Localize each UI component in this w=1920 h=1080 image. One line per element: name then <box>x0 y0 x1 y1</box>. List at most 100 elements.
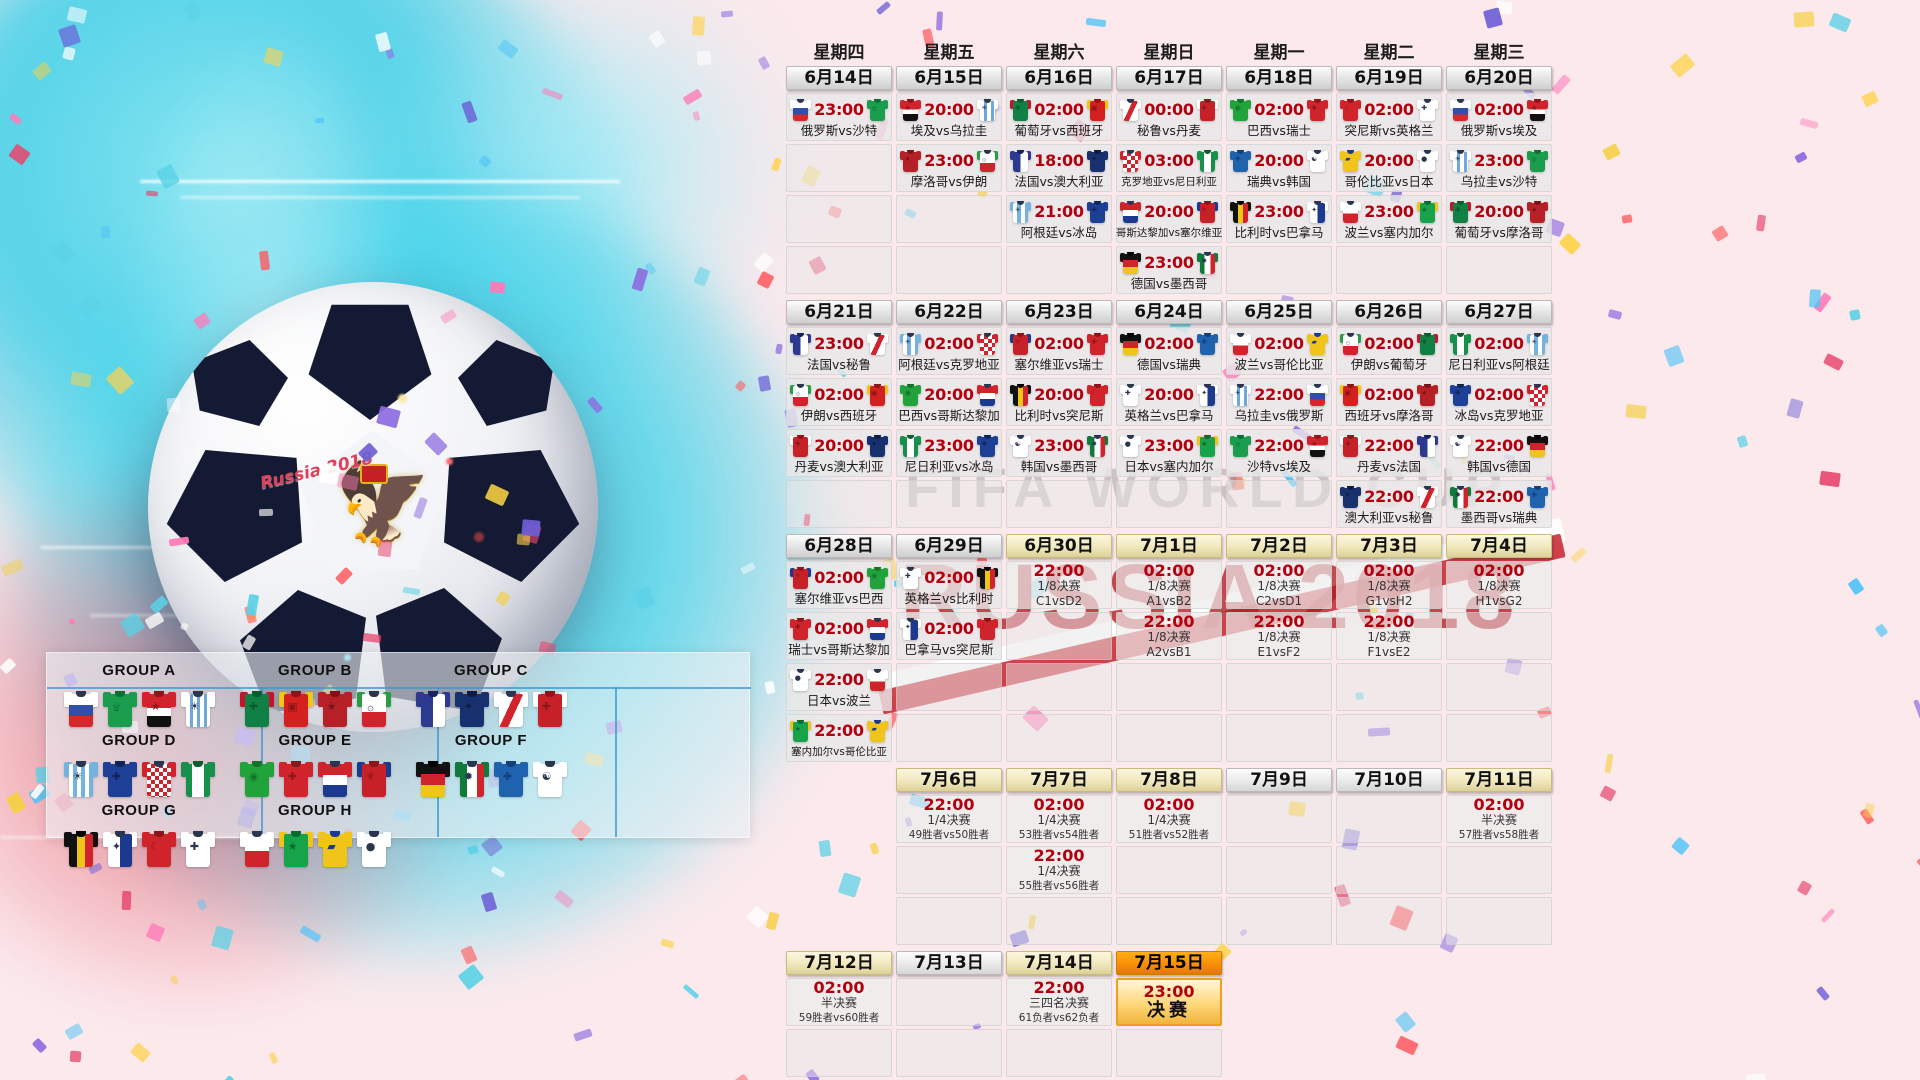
knockout-match-cell[interactable]: 22:00 1/4决赛 49胜者vs50胜者 <box>896 795 1002 843</box>
match-cell[interactable]: 23:00 ✚ 尼日利亚vs冰岛 <box>896 429 1002 477</box>
date-label[interactable]: 7月13日 <box>896 951 1002 975</box>
group-a[interactable]: GROUP A ۩ ★ ☀ <box>53 661 225 727</box>
date-label[interactable]: 6月24日 <box>1116 300 1222 324</box>
match-cell[interactable]: ◉ 20:00 巴西vs哥斯达黎加 <box>896 378 1002 426</box>
match-cell[interactable]: 02:00 ✚ 德国vs瑞典 <box>1116 327 1222 375</box>
match-cell[interactable]: ✚ 20:00 ★ 葡萄牙vs摩洛哥 <box>1446 195 1552 243</box>
match-cell[interactable]: ▰ 20:00 ● 哥伦比亚vs日本 <box>1336 144 1442 192</box>
date-label[interactable]: 6月25日 <box>1226 300 1332 324</box>
group-h[interactable]: GROUP H ★ ▰ ● <box>229 801 401 867</box>
date-label[interactable]: 6月16日 <box>1006 66 1112 90</box>
knockout-match-cell[interactable]: 02:00 1/4决赛 51胜者vs52胜者 <box>1116 795 1222 843</box>
date-label[interactable]: 6月18日 <box>1226 66 1332 90</box>
date-label[interactable]: 7月8日 <box>1116 768 1222 792</box>
knockout-match-cell[interactable]: 22:00 三四名决赛 61负者vs62负者 <box>1006 978 1112 1026</box>
group-b[interactable]: GROUP B ✚ ▣ ★ ۞ <box>229 661 401 727</box>
date-label[interactable]: 7月9日 <box>1226 768 1332 792</box>
match-cell[interactable]: 20:00 ⚜ 哥斯达黎加vs塞尔维亚 <box>1116 195 1222 243</box>
group-f[interactable]: GROUP F ✹ ✚ ☯ <box>405 731 577 797</box>
match-cell[interactable]: 02:00 ☀ 尼日利亚vs阿根廷 <box>1446 327 1552 375</box>
knockout-match-cell[interactable]: 22:00 1/4决赛 55胜者vs56胜者 <box>1006 846 1112 894</box>
match-cell[interactable]: 00:00 ✚ 秘鲁vs丹麦 <box>1116 93 1222 141</box>
date-label[interactable]: 6月29日 <box>896 534 1002 558</box>
date-label[interactable]: 7月10日 <box>1336 768 1442 792</box>
match-cell[interactable]: ✚ 02:00 英格兰vs比利时 <box>896 561 1002 609</box>
knockout-match-cell[interactable]: 02:00 1/4决赛 53胜者vs54胜者 <box>1006 795 1112 843</box>
group-g[interactable]: GROUP G ✦ ☾ ✚ <box>53 801 225 867</box>
group-e[interactable]: GROUP E ◉ ✚ ⚜ <box>229 731 401 797</box>
date-label[interactable]: 7月14日 <box>1006 951 1112 975</box>
knockout-match-cell[interactable]: 22:00 1/8决赛 A2vsB1 <box>1116 612 1222 660</box>
date-label[interactable]: 7月11日 <box>1446 768 1552 792</box>
match-cell[interactable]: 20:00 ☾ 比利时vs突尼斯 <box>1006 378 1112 426</box>
match-cell[interactable]: ☾ 02:00 ✚ 突尼斯vs英格兰 <box>1336 93 1442 141</box>
match-cell[interactable]: ✚ 02:00 瑞士vs哥斯达黎加 <box>786 612 892 660</box>
match-cell[interactable]: ✦ 02:00 ☾ 巴拿马vs突尼斯 <box>896 612 1002 660</box>
match-cell[interactable]: ☯ 22:00 韩国vs德国 <box>1446 429 1552 477</box>
match-cell[interactable]: 02:00 ▰ 波兰vs哥伦比亚 <box>1226 327 1332 375</box>
match-cell[interactable]: ۞ 02:00 ▣ 伊朗vs西班牙 <box>786 378 892 426</box>
group-d[interactable]: GROUP D ☀ ✚ <box>53 731 225 797</box>
match-cell[interactable]: ✚ 02:00 冰岛vs克罗地亚 <box>1446 378 1552 426</box>
date-label[interactable]: 7月3日 <box>1336 534 1442 558</box>
match-cell[interactable]: ◉ 02:00 ✚ 巴西vs瑞士 <box>1226 93 1332 141</box>
match-cell[interactable]: 03:00 克罗地亚vs尼日利亚 <box>1116 144 1222 192</box>
match-cell[interactable]: ▣ 02:00 ★ 西班牙vs摩洛哥 <box>1336 378 1442 426</box>
date-label[interactable]: 6月21日 <box>786 300 892 324</box>
date-label[interactable]: 6月15日 <box>896 66 1002 90</box>
match-cell[interactable]: 18:00 ✦ 法国vs澳大利亚 <box>1006 144 1112 192</box>
match-cell[interactable]: 23:00 法国vs秘鲁 <box>786 327 892 375</box>
match-cell[interactable]: 23:00 ۩ 俄罗斯vs沙特 <box>786 93 892 141</box>
match-cell[interactable]: ☀ 02:00 阿根廷vs克罗地亚 <box>896 327 1002 375</box>
date-label[interactable]: 6月27日 <box>1446 300 1552 324</box>
knockout-match-cell[interactable]: 02:00 半决赛 57胜者vs58胜者 <box>1446 795 1552 843</box>
knockout-match-cell[interactable]: 02:00 1/8决赛 C2vsD1 <box>1226 561 1332 609</box>
date-label[interactable]: 7月7日 <box>1006 768 1112 792</box>
match-cell[interactable]: ● 22:00 日本vs波兰 <box>786 663 892 711</box>
date-label[interactable]: 6月23日 <box>1006 300 1112 324</box>
date-label[interactable]: 6月26日 <box>1336 300 1442 324</box>
match-cell[interactable]: ☀ 21:00 ✚ 阿根廷vs冰岛 <box>1006 195 1112 243</box>
knockout-match-cell[interactable]: 02:00 1/8决赛 H1vsG2 <box>1446 561 1552 609</box>
match-cell[interactable]: 23:00 ★ 波兰vs塞内加尔 <box>1336 195 1442 243</box>
date-label[interactable]: 7月1日 <box>1116 534 1222 558</box>
match-cell[interactable]: ✚ 02:00 ▣ 葡萄牙vs西班牙 <box>1006 93 1112 141</box>
date-label[interactable]: 7月12日 <box>786 951 892 975</box>
match-cell[interactable]: ★ 23:00 ۞ 摩洛哥vs伊朗 <box>896 144 1002 192</box>
match-cell[interactable]: ✚ 22:00 丹麦vs法国 <box>1336 429 1442 477</box>
match-cell[interactable]: 23:00 ✦ 比利时vs巴拿马 <box>1226 195 1332 243</box>
date-label[interactable]: 6月30日 <box>1006 534 1112 558</box>
match-cell[interactable]: 02:00 ★ 俄罗斯vs埃及 <box>1446 93 1552 141</box>
match-cell[interactable]: ☀ 23:00 ۩ 乌拉圭vs沙特 <box>1446 144 1552 192</box>
date-label[interactable]: 6月22日 <box>896 300 1002 324</box>
match-cell[interactable]: ✚ 20:00 ✦ 英格兰vs巴拿马 <box>1116 378 1222 426</box>
match-cell[interactable]: ★ 20:00 ☀ 埃及vs乌拉圭 <box>896 93 1002 141</box>
final-match-cell[interactable]: 23:00 决赛 <box>1116 978 1222 1026</box>
match-cell[interactable]: ✚ 20:00 ☯ 瑞典vs韩国 <box>1226 144 1332 192</box>
date-label[interactable]: 6月28日 <box>786 534 892 558</box>
match-cell[interactable]: ✚ 20:00 ✦ 丹麦vs澳大利亚 <box>786 429 892 477</box>
date-label[interactable]: 7月4日 <box>1446 534 1552 558</box>
knockout-match-cell[interactable]: 22:00 1/8决赛 C1vsD2 <box>1006 561 1112 609</box>
date-label[interactable]: 7月2日 <box>1226 534 1332 558</box>
match-cell[interactable]: ✹ 22:00 ✚ 墨西哥vs瑞典 <box>1446 480 1552 528</box>
knockout-match-cell[interactable]: 02:00 1/8决赛 A1vsB2 <box>1116 561 1222 609</box>
date-label[interactable]: 6月19日 <box>1336 66 1442 90</box>
date-label[interactable]: 7月6日 <box>896 768 1002 792</box>
knockout-match-cell[interactable]: 22:00 1/8决赛 E1vsF2 <box>1226 612 1332 660</box>
match-cell[interactable]: ☀ 22:00 乌拉圭vs俄罗斯 <box>1226 378 1332 426</box>
date-label[interactable]: 6月17日 <box>1116 66 1222 90</box>
match-cell[interactable]: ⚜ 02:00 ◉ 塞尔维亚vs巴西 <box>786 561 892 609</box>
match-cell[interactable]: ● 23:00 ★ 日本vs塞内加尔 <box>1116 429 1222 477</box>
match-cell[interactable]: 23:00 ✹ 德国vs墨西哥 <box>1116 246 1222 294</box>
date-label[interactable]: 6月20日 <box>1446 66 1552 90</box>
knockout-match-cell[interactable]: 02:00 半决赛 59胜者vs60胜者 <box>786 978 892 1026</box>
group-c[interactable]: GROUP C ✦ ✚ <box>405 661 577 727</box>
date-label[interactable]: 6月14日 <box>786 66 892 90</box>
knockout-match-cell[interactable]: 22:00 1/8决赛 F1vsE2 <box>1336 612 1442 660</box>
match-cell[interactable]: ⚜ 02:00 ✚ 塞尔维亚vs瑞士 <box>1006 327 1112 375</box>
knockout-match-cell[interactable]: 02:00 1/8决赛 G1vsH2 <box>1336 561 1442 609</box>
match-cell[interactable]: ۞ 02:00 ✚ 伊朗vs葡萄牙 <box>1336 327 1442 375</box>
match-cell[interactable]: ✦ 22:00 澳大利亚vs秘鲁 <box>1336 480 1442 528</box>
match-cell[interactable]: ☯ 23:00 ✹ 韩国vs墨西哥 <box>1006 429 1112 477</box>
